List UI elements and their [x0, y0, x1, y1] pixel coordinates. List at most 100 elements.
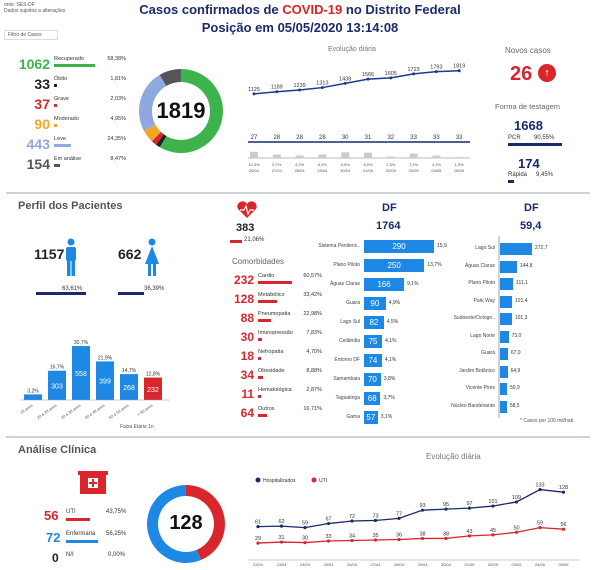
incidence-row: Lago Norte 73,0 — [470, 330, 521, 343]
comorbidity-row: 34 Obesidade 8,88% — [226, 368, 322, 386]
male-pct: 63,61% — [62, 286, 83, 292]
age-pct-label: 14,7% — [122, 368, 137, 374]
df-row: Ceilândia 75 4,1% — [339, 335, 397, 348]
series-value-label: 97 — [466, 501, 472, 507]
series-value-label: 31 — [278, 535, 284, 541]
donut-total: 1819 — [156, 98, 206, 123]
growth-bar — [455, 157, 464, 158]
incidence-category-label: Águas Claras — [464, 262, 495, 269]
donut-slice — [159, 69, 181, 87]
status-label: Recuperado — [54, 56, 84, 62]
date-label: 05/05 — [454, 168, 465, 173]
growth-label: 5,7% — [272, 162, 282, 167]
df-row: Gama 57 3,1% — [346, 411, 392, 424]
comorbidity-value: 64 — [240, 406, 254, 420]
status-value: 443 — [26, 136, 50, 152]
comorbidity-row: 11 Hematológica 2,87% — [226, 387, 322, 405]
arrow-up-icon: ↑ — [538, 64, 556, 82]
age-category-label: 30 a 39 anos — [60, 403, 82, 420]
status-pct: 58,38% — [107, 56, 126, 62]
growth-bar — [386, 156, 395, 158]
df-row: Plano Piloto 250 13,7% — [333, 259, 442, 272]
incidence-row: Plano Piloto 111,1 — [468, 278, 528, 290]
growth-label: 2,5% — [386, 162, 396, 167]
incidence-value-label: 111,1 — [516, 280, 528, 286]
comorbidity-value: 30 — [240, 330, 254, 344]
cumulative-label: 1566 — [362, 72, 374, 78]
df-category-label: Gama — [346, 414, 360, 420]
comorbidity-label: Outros — [258, 406, 275, 412]
df-bar: 82 — [364, 316, 384, 329]
df-row: Guará 90 4,9% — [346, 297, 400, 310]
series-point — [491, 504, 495, 508]
comorbidity-label: Cardio — [258, 273, 275, 279]
status-label: Leve — [54, 136, 66, 142]
series-point — [279, 540, 284, 544]
date-label: 26/04 — [249, 168, 260, 173]
age-category-label: 19 anos — [19, 403, 34, 415]
df-incidence-title: DF — [524, 202, 539, 214]
df-row: Taguatinga 68 3,7% — [336, 392, 395, 405]
divider — [6, 436, 590, 438]
cumulative-label: 1793 — [430, 65, 442, 71]
incidence-bar — [500, 348, 508, 360]
cumulative-point — [434, 70, 438, 74]
ward-label: Enfermaria — [66, 531, 96, 537]
ward-pct: 56,25% — [106, 531, 127, 537]
series-point — [514, 500, 519, 504]
page-title: Casos confirmados de COVID-19 no Distrit… — [0, 2, 600, 17]
incidence-bar — [500, 278, 514, 290]
df-counts-title: DF — [382, 202, 397, 214]
series-line — [257, 488, 564, 529]
cumulative-label: 1438 — [339, 76, 351, 82]
deaths-label: 28 — [296, 135, 303, 141]
series-value-label: 29 — [255, 536, 261, 542]
age-pct-label: 3,2% — [27, 388, 39, 394]
df-row: Sistema Penitenc.. 290 15,9 — [318, 240, 447, 253]
evolution-title: Evolução diária — [328, 46, 376, 53]
series-point — [279, 524, 284, 528]
legend-marker — [311, 477, 317, 483]
growth-label: 9,5% — [341, 162, 351, 167]
comorbidity-pct: 7,83% — [306, 330, 322, 336]
incidence-value-label: 144,8 — [519, 262, 533, 269]
df-pct-label: 15,9 — [437, 243, 447, 249]
growth-label: 4,2% — [295, 162, 305, 167]
growth-bar — [341, 152, 350, 158]
incidence-bar — [500, 330, 509, 343]
filter-dropdown[interactable]: Filtro de Casos — [4, 30, 58, 40]
incidence-category-label: Lago Sul — [475, 245, 495, 251]
series-value-label: 93 — [419, 503, 425, 509]
ni-pct: 0,00% — [108, 552, 126, 558]
status-row: 37 Grave 2,03% — [8, 96, 126, 114]
cumulative-label: 1125 — [248, 87, 260, 93]
clinical-date-label: 02/05 — [488, 562, 499, 567]
series-value-label: 35 — [372, 533, 378, 539]
comorbidity-bar — [258, 281, 292, 284]
series-value-label: 67 — [325, 517, 331, 523]
incidence-value-label: 59,9 — [510, 385, 520, 391]
female-icon — [145, 238, 159, 276]
donut-slice — [159, 69, 223, 153]
comorbidities-title: Comorbidades — [232, 257, 285, 266]
comorbidity-pct: 22,98% — [303, 311, 322, 317]
comorbidity-value: 11 — [241, 387, 254, 401]
deaths-label: 27 — [251, 135, 258, 141]
age-bar — [120, 374, 138, 400]
series-value-label: 33 — [325, 534, 331, 540]
df-category-label: Entorno DF — [334, 357, 360, 363]
growth-label: 6,0% — [318, 162, 328, 167]
uti-bar — [66, 518, 90, 521]
incidence-value-label: 101,3 — [514, 315, 528, 321]
male-icon — [66, 238, 76, 276]
growth-label: 8,9% — [363, 162, 373, 167]
rapid-pct: 9,45% — [536, 172, 554, 178]
uti-pct: 43,75% — [106, 509, 127, 515]
df-bar: 75 — [364, 335, 383, 348]
df-category-label: Taguatinga — [335, 395, 360, 401]
status-value: 33 — [34, 76, 50, 92]
age-bar-label: 399 — [99, 379, 111, 386]
series-value-label: 34 — [349, 534, 355, 540]
comorbidity-bar — [258, 300, 277, 303]
df-pct-label: 3,7% — [383, 395, 395, 401]
